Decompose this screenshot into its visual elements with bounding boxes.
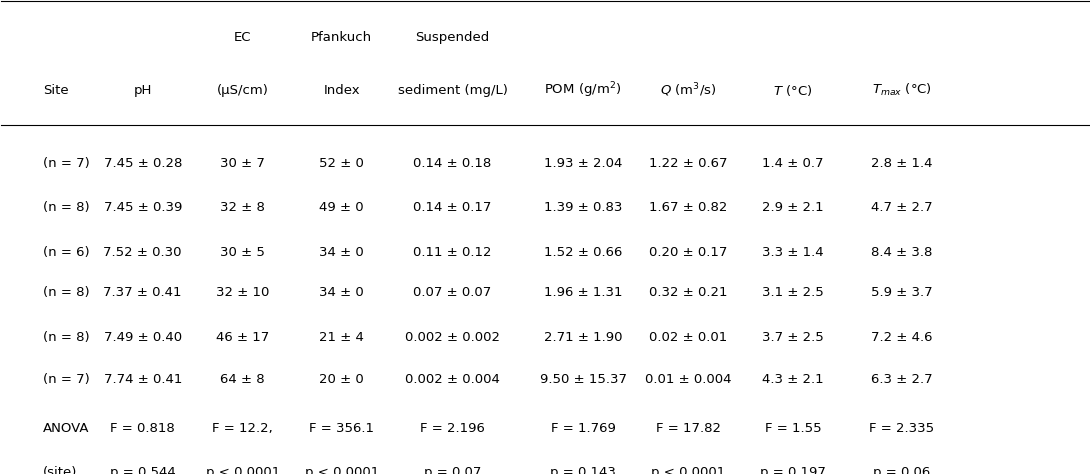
Text: 64 ± 8: 64 ± 8 bbox=[220, 373, 265, 386]
Text: p < 0.0001: p < 0.0001 bbox=[304, 466, 379, 474]
Text: 0.11 ± 0.12: 0.11 ± 0.12 bbox=[413, 246, 492, 259]
Text: 0.20 ± 0.17: 0.20 ± 0.17 bbox=[650, 246, 728, 259]
Text: 9.50 ± 15.37: 9.50 ± 15.37 bbox=[540, 373, 627, 386]
Text: p = 0.544: p = 0.544 bbox=[110, 466, 175, 474]
Text: 7.52 ± 0.30: 7.52 ± 0.30 bbox=[104, 246, 182, 259]
Text: 0.002 ± 0.004: 0.002 ± 0.004 bbox=[405, 373, 500, 386]
Text: 34 ± 0: 34 ± 0 bbox=[319, 286, 364, 299]
Text: (n = 7): (n = 7) bbox=[43, 373, 89, 386]
Text: 2.9 ± 2.1: 2.9 ± 2.1 bbox=[762, 201, 824, 214]
Text: 32 ± 10: 32 ± 10 bbox=[216, 286, 269, 299]
Text: F = 356.1: F = 356.1 bbox=[310, 422, 374, 435]
Text: 2.8 ± 1.4: 2.8 ± 1.4 bbox=[871, 157, 932, 170]
Text: 3.3 ± 1.4: 3.3 ± 1.4 bbox=[762, 246, 824, 259]
Text: 7.45 ± 0.28: 7.45 ± 0.28 bbox=[104, 157, 182, 170]
Text: (n = 6): (n = 6) bbox=[43, 246, 89, 259]
Text: Site: Site bbox=[43, 84, 69, 97]
Text: F = 0.818: F = 0.818 bbox=[110, 422, 175, 435]
Text: (μS/cm): (μS/cm) bbox=[217, 84, 269, 97]
Text: 0.14 ± 0.18: 0.14 ± 0.18 bbox=[413, 157, 492, 170]
Text: p < 0.0001: p < 0.0001 bbox=[206, 466, 280, 474]
Text: (n = 8): (n = 8) bbox=[43, 201, 89, 214]
Text: EC: EC bbox=[234, 31, 252, 44]
Text: 7.37 ± 0.41: 7.37 ± 0.41 bbox=[104, 286, 182, 299]
Text: 0.01 ± 0.004: 0.01 ± 0.004 bbox=[645, 373, 731, 386]
Text: (n = 7): (n = 7) bbox=[43, 157, 89, 170]
Text: 46 ± 17: 46 ± 17 bbox=[216, 331, 269, 344]
Text: Pfankuch: Pfankuch bbox=[311, 31, 373, 44]
Text: 1.93 ± 2.04: 1.93 ± 2.04 bbox=[544, 157, 622, 170]
Text: F = 2.335: F = 2.335 bbox=[869, 422, 934, 435]
Text: 1.4 ± 0.7: 1.4 ± 0.7 bbox=[762, 157, 824, 170]
Text: 30 ± 5: 30 ± 5 bbox=[220, 246, 265, 259]
Text: Suspended: Suspended bbox=[415, 31, 489, 44]
Text: p = 0.143: p = 0.143 bbox=[550, 466, 616, 474]
Text: 52 ± 0: 52 ± 0 bbox=[319, 157, 364, 170]
Text: F = 1.55: F = 1.55 bbox=[764, 422, 821, 435]
Text: 34 ± 0: 34 ± 0 bbox=[319, 246, 364, 259]
Text: 0.32 ± 0.21: 0.32 ± 0.21 bbox=[650, 286, 728, 299]
Text: $T$ (°C): $T$ (°C) bbox=[773, 83, 812, 98]
Text: pH: pH bbox=[134, 84, 152, 97]
Text: (n = 8): (n = 8) bbox=[43, 331, 89, 344]
Text: F = 12.2,: F = 12.2, bbox=[213, 422, 274, 435]
Text: 1.52 ± 0.66: 1.52 ± 0.66 bbox=[544, 246, 622, 259]
Text: 7.45 ± 0.39: 7.45 ± 0.39 bbox=[104, 201, 182, 214]
Text: (site): (site) bbox=[43, 466, 77, 474]
Text: (n = 8): (n = 8) bbox=[43, 286, 89, 299]
Text: F = 1.769: F = 1.769 bbox=[550, 422, 616, 435]
Text: 21 ± 4: 21 ± 4 bbox=[319, 331, 364, 344]
Text: Index: Index bbox=[324, 84, 360, 97]
Text: F = 17.82: F = 17.82 bbox=[656, 422, 720, 435]
Text: 7.2 ± 4.6: 7.2 ± 4.6 bbox=[871, 331, 932, 344]
Text: $T_{max}$ (°C): $T_{max}$ (°C) bbox=[872, 82, 932, 99]
Text: 20 ± 0: 20 ± 0 bbox=[319, 373, 364, 386]
Text: 5.9 ± 3.7: 5.9 ± 3.7 bbox=[871, 286, 932, 299]
Text: 0.07 ± 0.07: 0.07 ± 0.07 bbox=[413, 286, 492, 299]
Text: 49 ± 0: 49 ± 0 bbox=[319, 201, 364, 214]
Text: 7.74 ± 0.41: 7.74 ± 0.41 bbox=[104, 373, 182, 386]
Text: 0.002 ± 0.002: 0.002 ± 0.002 bbox=[405, 331, 500, 344]
Text: 3.1 ± 2.5: 3.1 ± 2.5 bbox=[762, 286, 824, 299]
Text: 4.7 ± 2.7: 4.7 ± 2.7 bbox=[871, 201, 932, 214]
Text: 32 ± 8: 32 ± 8 bbox=[220, 201, 265, 214]
Text: $Q$ (m$^3$/s): $Q$ (m$^3$/s) bbox=[661, 82, 717, 99]
Text: 30 ± 7: 30 ± 7 bbox=[220, 157, 265, 170]
Text: p = 0.07: p = 0.07 bbox=[424, 466, 482, 474]
Text: p = 0.06: p = 0.06 bbox=[873, 466, 930, 474]
Text: 8.4 ± 3.8: 8.4 ± 3.8 bbox=[871, 246, 932, 259]
Text: 0.02 ± 0.01: 0.02 ± 0.01 bbox=[650, 331, 728, 344]
Text: ANOVA: ANOVA bbox=[43, 422, 89, 435]
Text: F = 2.196: F = 2.196 bbox=[420, 422, 485, 435]
Text: 1.96 ± 1.31: 1.96 ± 1.31 bbox=[544, 286, 622, 299]
Text: sediment (mg/L): sediment (mg/L) bbox=[398, 84, 508, 97]
Text: 6.3 ± 2.7: 6.3 ± 2.7 bbox=[871, 373, 932, 386]
Text: 7.49 ± 0.40: 7.49 ± 0.40 bbox=[104, 331, 182, 344]
Text: 3.7 ± 2.5: 3.7 ± 2.5 bbox=[762, 331, 824, 344]
Text: POM (g/m$^2$): POM (g/m$^2$) bbox=[544, 81, 621, 100]
Text: p = 0.197: p = 0.197 bbox=[760, 466, 826, 474]
Text: 0.14 ± 0.17: 0.14 ± 0.17 bbox=[413, 201, 492, 214]
Text: 1.67 ± 0.82: 1.67 ± 0.82 bbox=[650, 201, 728, 214]
Text: 1.22 ± 0.67: 1.22 ± 0.67 bbox=[650, 157, 728, 170]
Text: 2.71 ± 1.90: 2.71 ± 1.90 bbox=[544, 331, 622, 344]
Text: 4.3 ± 2.1: 4.3 ± 2.1 bbox=[762, 373, 824, 386]
Text: 1.39 ± 0.83: 1.39 ± 0.83 bbox=[544, 201, 622, 214]
Text: p < 0.0001: p < 0.0001 bbox=[652, 466, 726, 474]
